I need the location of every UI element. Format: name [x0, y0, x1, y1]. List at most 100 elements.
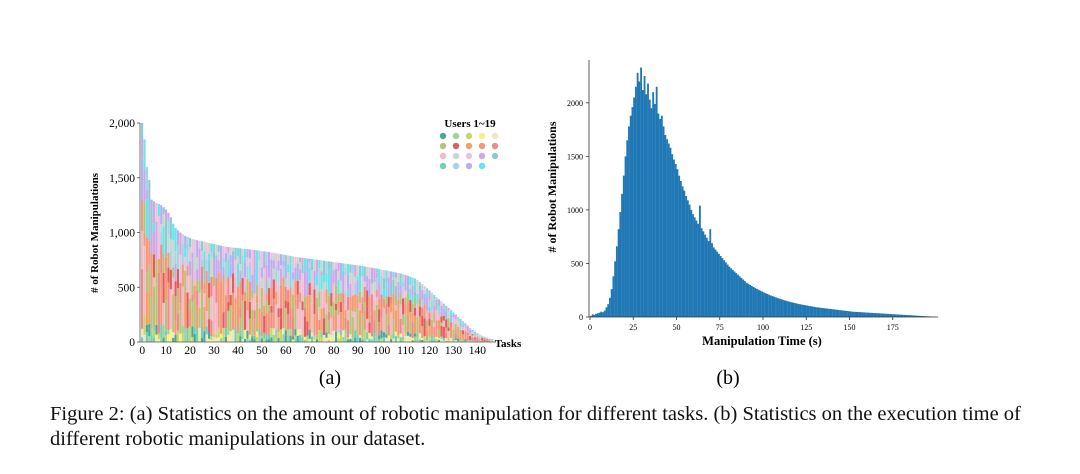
task-bar	[370, 267, 374, 342]
legend-user-swatch	[452, 152, 460, 160]
histogram-bar	[716, 251, 719, 317]
histogram-bar	[738, 276, 741, 317]
bar-segment	[299, 262, 302, 270]
bar-segment	[141, 337, 144, 342]
bar-segment	[318, 330, 321, 335]
bar-segment	[342, 336, 345, 342]
task-bar	[478, 334, 481, 342]
bar-segment	[406, 331, 409, 336]
histogram-bar	[769, 295, 772, 317]
bar-segment	[239, 282, 242, 308]
histogram-bar	[617, 229, 620, 317]
bar-segment	[361, 313, 364, 337]
bar-segment	[397, 338, 400, 342]
bar-segment	[231, 292, 235, 311]
bar-segment	[363, 266, 366, 276]
task-bar	[294, 256, 297, 342]
bar-segment	[366, 266, 369, 277]
bar-segment	[344, 268, 347, 275]
histogram-bar	[811, 306, 814, 317]
bar-segment	[411, 285, 414, 296]
bar-segment	[251, 249, 254, 264]
bar-segment	[311, 259, 314, 266]
histogram-bar	[782, 299, 784, 317]
bar-segment	[351, 278, 354, 296]
bar-segment	[337, 332, 340, 339]
histogram-bar	[913, 315, 916, 317]
chart-b-bars	[590, 67, 937, 318]
chart-a-legend: Users 1~19	[439, 118, 499, 170]
bar-segment	[325, 314, 328, 333]
bar-segment	[289, 274, 292, 288]
task-bar	[299, 257, 302, 342]
bar-segment	[169, 302, 172, 329]
bar-segment	[277, 332, 280, 339]
task-bar	[289, 255, 292, 342]
task-bar	[306, 258, 309, 342]
bar-segment	[380, 269, 383, 276]
bar-segment	[215, 244, 218, 256]
bar-segment	[231, 258, 235, 274]
bar-segment	[176, 313, 180, 331]
bar-segment	[485, 337, 489, 339]
bar-segment	[481, 341, 484, 342]
bar-segment	[373, 333, 376, 337]
task-bar	[334, 262, 338, 342]
bar-segment	[311, 303, 314, 333]
bar-segment	[428, 306, 431, 314]
task-bar	[176, 230, 180, 342]
bar-segment	[184, 270, 187, 283]
bar-segment	[461, 340, 465, 342]
histogram-bar	[904, 314, 907, 317]
bar-segment	[433, 299, 436, 306]
bar-segment	[476, 333, 479, 336]
bar-segment	[394, 305, 398, 311]
bar-segment	[184, 256, 187, 271]
x-tick-label: 20	[184, 345, 196, 357]
task-bar	[394, 272, 398, 342]
bar-segment	[459, 341, 462, 342]
bar-segment	[406, 275, 409, 281]
histogram-bar	[759, 290, 762, 317]
bar-segment	[454, 319, 457, 324]
bar-segment	[425, 299, 429, 311]
histogram-bar	[764, 293, 767, 317]
bar-segment	[418, 333, 421, 340]
histogram-bar	[650, 108, 653, 317]
bar-segment	[313, 289, 316, 315]
bar-segment	[378, 309, 381, 323]
bar-segment	[315, 259, 318, 274]
bar-segment	[152, 287, 156, 331]
bar-segment	[440, 301, 443, 306]
bar-segment	[464, 325, 467, 327]
bar-segment	[275, 304, 278, 330]
bar-segment	[152, 201, 156, 224]
bar-segment	[227, 330, 230, 335]
bar-segment	[428, 300, 431, 307]
bar-segment	[442, 308, 445, 316]
bar-segment	[275, 282, 278, 292]
bar-segment	[164, 300, 168, 331]
bar-segment	[394, 336, 398, 342]
histogram-bar	[698, 205, 701, 317]
bar-segment	[413, 307, 417, 316]
bar-segment	[239, 307, 242, 318]
bar-segment	[428, 339, 431, 342]
bar-segment	[469, 330, 472, 334]
histogram-bar	[897, 314, 900, 317]
bar-segment	[313, 259, 316, 271]
bar-segment	[270, 259, 273, 265]
bar-segment	[196, 290, 199, 306]
bar-segment	[435, 336, 438, 339]
task-bar	[404, 274, 407, 342]
bar-segment	[255, 250, 259, 261]
histogram-bar	[859, 312, 862, 317]
bar-segment	[272, 334, 275, 342]
bar-segment	[186, 275, 189, 293]
bar-segment	[354, 330, 357, 338]
bar-segment	[413, 284, 417, 292]
bar-segment	[406, 301, 409, 315]
bar-segment	[402, 286, 405, 299]
task-bar	[231, 247, 235, 342]
bar-segment	[430, 298, 433, 301]
